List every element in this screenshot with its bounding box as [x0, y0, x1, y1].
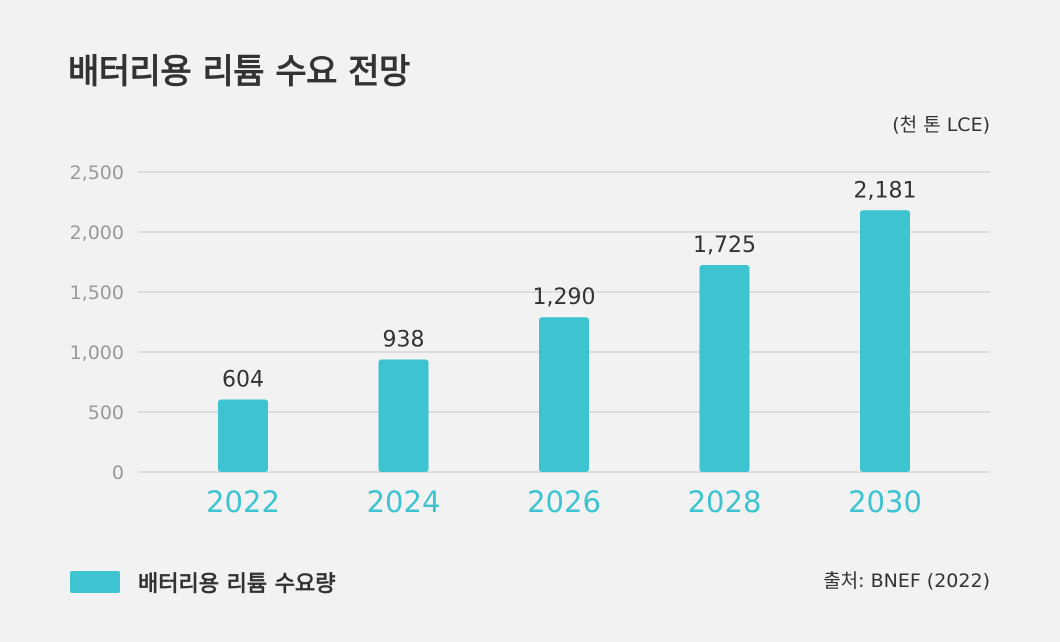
y-tick-label: 500: [88, 402, 124, 424]
unit-label: (천 톤 LCE): [892, 114, 990, 136]
bar-2024: [378, 359, 429, 472]
y-tick-label: 1,500: [70, 282, 124, 304]
x-category-label: 2030: [848, 485, 922, 519]
x-category-label: 2024: [367, 485, 441, 519]
value-label: 938: [383, 327, 425, 352]
value-label: 604: [222, 368, 264, 393]
value-label: 1,725: [693, 233, 756, 258]
y-tick-label: 2,000: [70, 222, 124, 244]
legend-swatch: [70, 571, 120, 593]
value-label: 1,290: [533, 285, 596, 310]
source-note: 출처: BNEF (2022): [823, 570, 990, 592]
legend: 배터리용 리튬 수요량: [70, 566, 335, 598]
x-category-label: 2028: [688, 485, 762, 519]
y-tick-label: 2,500: [70, 162, 124, 184]
value-label: 2,181: [854, 178, 917, 203]
legend-label: 배터리용 리튬 수요량: [138, 572, 336, 597]
bar-2026: [539, 317, 589, 472]
y-tick-label: 0: [112, 462, 124, 484]
bar-2028: [699, 265, 750, 472]
x-category-label: 2022: [206, 485, 280, 519]
bar-2030: [860, 210, 910, 472]
chart-title: 배터리용 리튬 수요 전망: [68, 52, 410, 92]
x-category-label: 2026: [527, 485, 601, 519]
y-tick-label: 1,000: [70, 342, 124, 364]
bar-2022: [218, 399, 268, 472]
